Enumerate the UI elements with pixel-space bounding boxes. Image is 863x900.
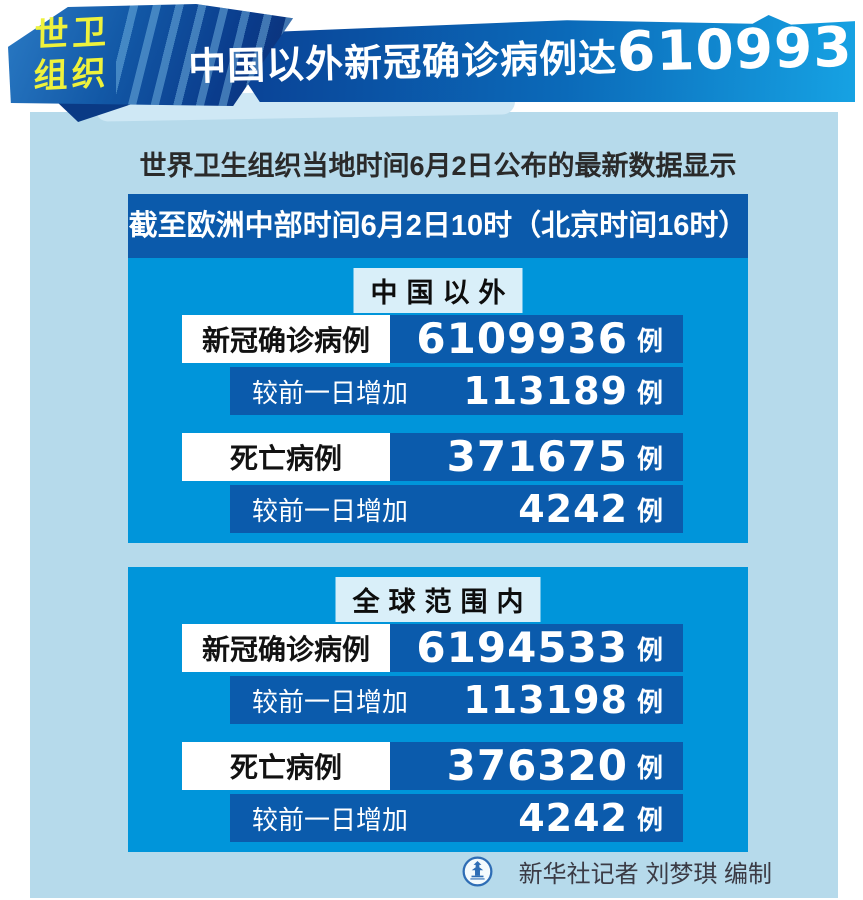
row-label: 较前一日增加 <box>252 377 409 408</box>
main-title: 中国以外新冠确诊病例达 6109936 例 <box>187 14 863 91</box>
row-label-box: 死亡病例 <box>182 433 390 481</box>
row-value: 113198 <box>463 678 628 722</box>
row-value-box: 6194533 例 <box>390 624 683 672</box>
who-badge-label: 世卫 组织 <box>33 12 110 99</box>
row-unit: 例 <box>636 686 663 717</box>
row-value-box: 6109936 例 <box>390 315 683 363</box>
row-value: 6194533 <box>416 623 628 672</box>
row-label: 较前一日增加 <box>252 686 409 717</box>
xinhua-logo-icon <box>462 856 493 887</box>
row-unit: 例 <box>636 443 663 474</box>
table-row: 较前一日增加 4242 例 <box>230 485 683 533</box>
table-row: 较前一日增加 4242 例 <box>230 794 683 842</box>
row-unit: 例 <box>636 495 663 526</box>
table-row: 较前一日增加 113189 例 <box>230 367 683 415</box>
row-unit: 例 <box>636 377 663 408</box>
main-title-prefix: 中国以外新冠确诊病例达 <box>187 37 618 89</box>
row-value-group: 4242 例 <box>518 799 663 837</box>
row-label-box: 死亡病例 <box>182 742 390 790</box>
row-value: 4242 <box>518 796 628 840</box>
row-unit: 例 <box>636 804 663 835</box>
row-value: 376320 <box>446 741 628 790</box>
row-value-box: 376320 例 <box>390 742 683 790</box>
row-label-box: 新冠确诊病例 <box>182 315 390 363</box>
credit-text: 新华社记者 刘梦琪 编制 <box>518 861 772 888</box>
content-panel: 世界卫生组织当地时间6月2日公布的最新数据显示 截至欧洲中部时间6月2日10时（… <box>30 112 838 898</box>
row-label: 较前一日增加 <box>252 495 409 526</box>
row-label: 较前一日增加 <box>252 804 409 835</box>
row-value-group: 113198 例 <box>463 681 663 719</box>
row-value-group: 4242 例 <box>518 490 663 528</box>
row-label-box: 新冠确诊病例 <box>182 624 390 672</box>
row-unit: 例 <box>636 325 663 356</box>
section-header: 中国以外 <box>353 268 523 313</box>
section-global: 全球范围内 新冠确诊病例 6194533 例 较前一日增加 113198 例 死… <box>128 567 748 852</box>
header-banner: 世卫 组织 中国以外新冠确诊病例达 6109936 例 <box>0 0 863 130</box>
who-badge-line1: 世卫 <box>34 12 111 55</box>
who-badge-line2: 组织 <box>33 54 110 97</box>
table-row: 较前一日增加 113198 例 <box>230 676 683 724</box>
row-value-group: 113189 例 <box>463 372 663 410</box>
row-value: 371675 <box>446 432 628 481</box>
row-value-box: 371675 例 <box>390 433 683 481</box>
section-header: 全球范围内 <box>335 577 541 622</box>
row-value: 6109936 <box>416 314 628 363</box>
footer-credit: 新华社记者 刘梦琪 编制 <box>462 854 772 889</box>
row-value: 4242 <box>518 487 628 531</box>
row-unit: 例 <box>636 752 663 783</box>
time-reference-bar: 截至欧洲中部时间6月2日10时（北京时间16时） <box>128 194 748 258</box>
subtitle-text: 世界卫生组织当地时间6月2日公布的最新数据显示 <box>139 151 737 181</box>
row-unit: 例 <box>636 634 663 665</box>
main-title-number: 6109936 <box>616 14 863 84</box>
section-outside-china: 中国以外 新冠确诊病例 6109936 例 较前一日增加 113189 例 死亡… <box>128 258 748 543</box>
row-value: 113189 <box>463 369 628 413</box>
